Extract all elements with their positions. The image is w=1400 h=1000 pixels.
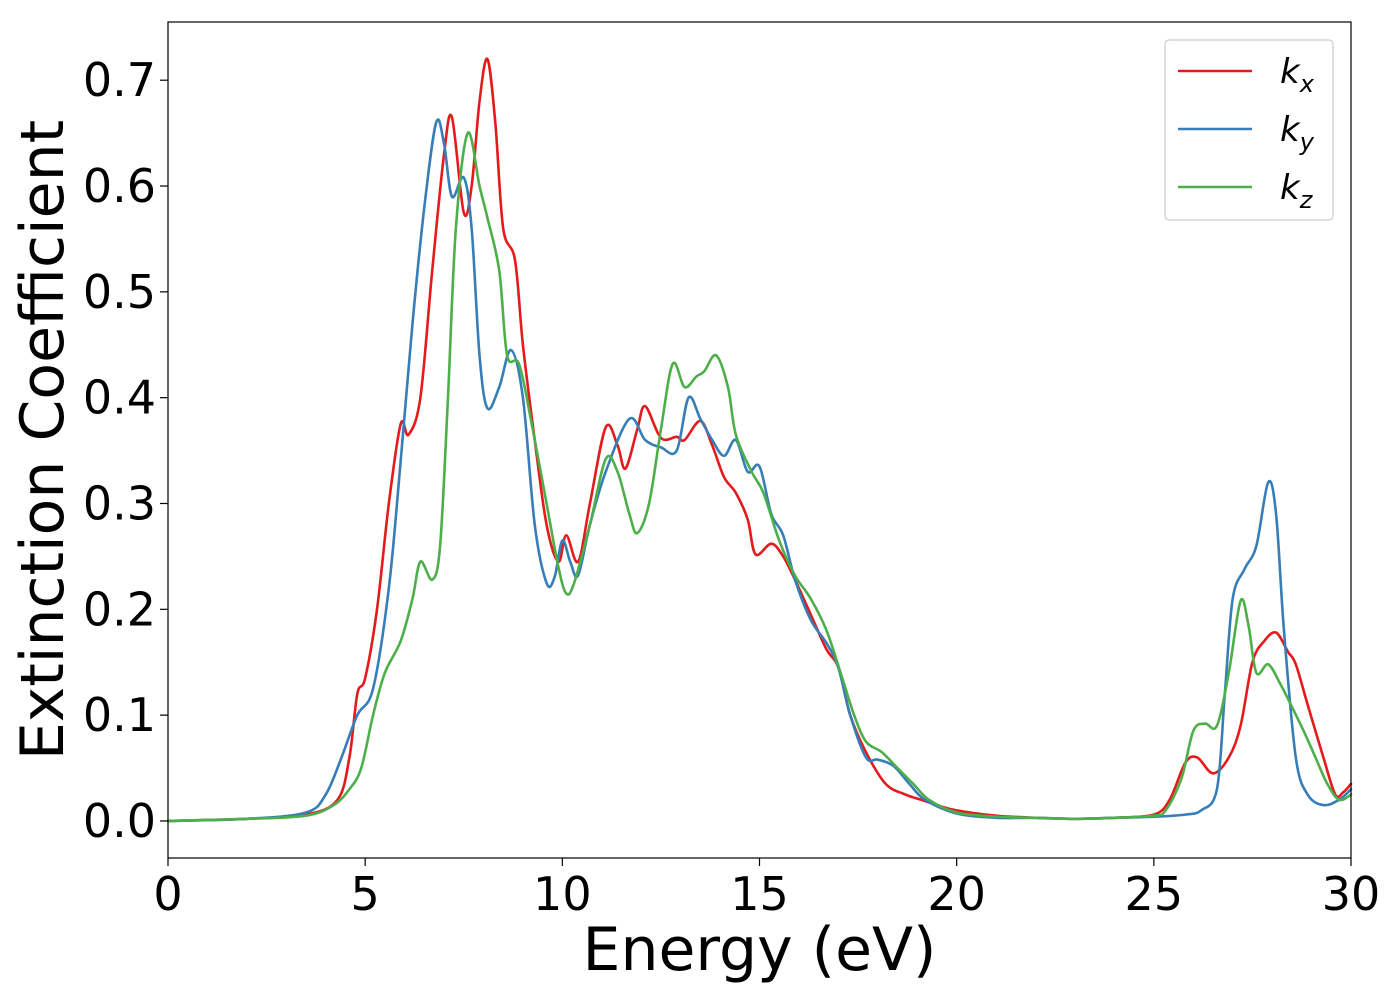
legend-entry-y: ky <box>1178 110 1315 156</box>
series-layer <box>166 57 1353 823</box>
legend-label: ky <box>1280 110 1315 156</box>
series-line-y <box>166 118 1353 823</box>
x-tick-label: 20 <box>927 867 986 921</box>
y-tick-label: 0.6 <box>83 159 156 213</box>
x-tick-label: 30 <box>1322 867 1381 921</box>
x-axis: 0 5 10 15 20 25 30 <box>153 858 1380 921</box>
legend-label: kx <box>1280 52 1315 98</box>
y-tick-label: 0.2 <box>83 582 156 636</box>
legend-entry-x: kx <box>1178 52 1315 98</box>
x-tick-label: 15 <box>730 867 789 921</box>
x-axis-title: Energy (eV) <box>583 915 937 985</box>
plot-background <box>168 22 1351 858</box>
y-tick-label: 0.7 <box>83 53 156 107</box>
series-line-x <box>166 57 1353 823</box>
y-tick-label: 0.0 <box>83 794 156 848</box>
y-tick-label: 0.1 <box>83 688 156 742</box>
x-tick-label: 25 <box>1125 867 1184 921</box>
x-tick-label: 5 <box>351 867 380 921</box>
legend: kx ky kz <box>1164 39 1334 221</box>
x-tick-label: 0 <box>153 867 182 921</box>
legend-entry-z: kz <box>1178 168 1314 214</box>
y-tick-label: 0.4 <box>83 371 156 425</box>
x-tick-label: 10 <box>533 867 592 921</box>
y-tick-label: 0.3 <box>83 476 156 530</box>
series-line-z <box>166 131 1353 823</box>
y-tick-label: 0.5 <box>83 265 156 319</box>
legend-label: kz <box>1280 168 1314 214</box>
y-axis: 0.0 0.1 0.2 0.3 0.4 0.5 0.6 0.7 <box>83 53 168 848</box>
y-axis-title: Extinction Coefficient <box>8 120 78 760</box>
